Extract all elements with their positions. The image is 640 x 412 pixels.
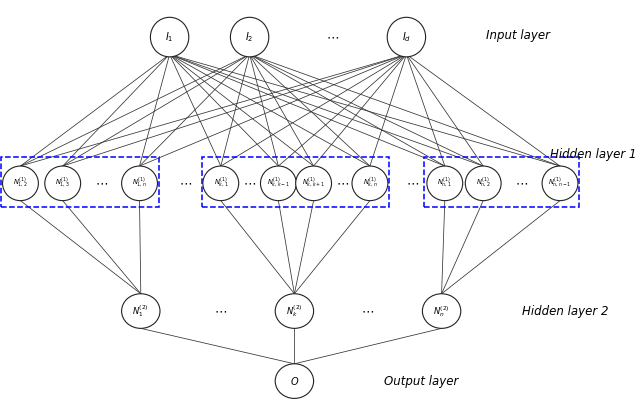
Ellipse shape [296, 166, 332, 201]
Text: Hidden layer 2: Hidden layer 2 [522, 304, 608, 318]
Ellipse shape [542, 166, 578, 201]
Text: $N_{n,2}^{(1)}$: $N_{n,2}^{(1)}$ [476, 176, 491, 190]
Ellipse shape [352, 166, 388, 201]
Ellipse shape [122, 166, 157, 201]
Text: $\cdots$: $\cdots$ [243, 177, 256, 190]
Text: $N_{k,n}^{(1)}$: $N_{k,n}^{(1)}$ [363, 176, 377, 190]
Ellipse shape [3, 166, 38, 201]
Text: $\cdots$: $\cdots$ [515, 177, 528, 190]
Text: Output layer: Output layer [384, 375, 458, 388]
Ellipse shape [260, 166, 296, 201]
Text: $N_{k,k+1}^{(1)}$: $N_{k,k+1}^{(1)}$ [302, 176, 325, 190]
Text: $\cdots$: $\cdots$ [406, 177, 419, 190]
Ellipse shape [275, 294, 314, 328]
Text: $N_{n,1}^{(1)}$: $N_{n,1}^{(1)}$ [437, 176, 452, 190]
Ellipse shape [422, 294, 461, 328]
Ellipse shape [45, 166, 81, 201]
Ellipse shape [230, 17, 269, 57]
Text: $N_{1,2}^{(1)}$: $N_{1,2}^{(1)}$ [13, 176, 28, 190]
Ellipse shape [275, 364, 314, 398]
Text: $\cdots$: $\cdots$ [95, 177, 108, 190]
Text: $N_{1,3}^{(1)}$: $N_{1,3}^{(1)}$ [55, 176, 70, 190]
Text: $I_1$: $I_1$ [165, 30, 174, 44]
Bar [424, 157, 579, 207]
Text: $\cdots$: $\cdots$ [336, 177, 349, 190]
Text: Hidden layer 1: Hidden layer 1 [550, 148, 637, 161]
Ellipse shape [387, 17, 426, 57]
Text: $I_2$: $I_2$ [245, 30, 254, 44]
Text: $N_{1,n}^{(1)}$: $N_{1,n}^{(1)}$ [132, 176, 147, 190]
Text: $O$: $O$ [290, 375, 299, 387]
Ellipse shape [150, 17, 189, 57]
Text: $N_k^{(2)}$: $N_k^{(2)}$ [286, 303, 303, 319]
Text: $N_n^{(2)}$: $N_n^{(2)}$ [433, 304, 450, 318]
Text: $\cdots$: $\cdots$ [362, 304, 374, 318]
Bar [202, 157, 389, 207]
Text: $N_{k,k-1}^{(1)}$: $N_{k,k-1}^{(1)}$ [267, 176, 290, 190]
Text: $\cdots$: $\cdots$ [179, 177, 192, 190]
Text: $\cdots$: $\cdots$ [214, 304, 227, 318]
Text: $N_{k,1}^{(1)}$: $N_{k,1}^{(1)}$ [214, 176, 228, 190]
Ellipse shape [465, 166, 501, 201]
Text: $\cdots$: $\cdots$ [326, 30, 339, 44]
Bar [1, 157, 159, 207]
Text: $N_1^{(2)}$: $N_1^{(2)}$ [132, 303, 149, 319]
Ellipse shape [427, 166, 463, 201]
Text: $N_{n,n-1}^{(1)}$: $N_{n,n-1}^{(1)}$ [548, 176, 572, 190]
Ellipse shape [203, 166, 239, 201]
Text: Input layer: Input layer [486, 28, 550, 42]
Text: $I_d$: $I_d$ [402, 30, 411, 44]
Ellipse shape [122, 294, 160, 328]
